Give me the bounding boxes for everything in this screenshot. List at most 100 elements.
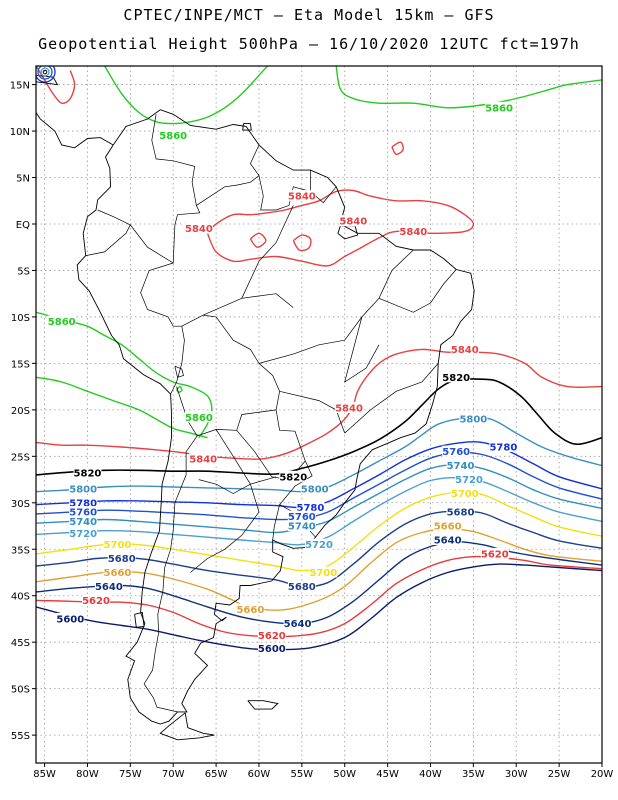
contour-label-bg (489, 441, 518, 453)
contour-label: 5660 (104, 568, 132, 579)
contour-label: 5640 (95, 582, 123, 593)
contour-label-bg (257, 642, 286, 654)
contour-label: 5680 (447, 508, 475, 519)
contour-label-bg (184, 411, 213, 423)
contour-label: 5600 (56, 614, 84, 625)
contour-label: 5760 (288, 512, 316, 523)
contour-label: 5860 (185, 413, 213, 424)
contour-label: 5800 (459, 415, 487, 426)
contour-label: 5700 (104, 540, 132, 551)
contour-label-bg (69, 506, 98, 518)
country-border (241, 205, 294, 299)
contour-5800 (36, 416, 602, 493)
contour-5840 (36, 66, 76, 105)
contour-label-bg (103, 566, 132, 578)
contour-label-bg (450, 487, 479, 499)
country-border (196, 144, 260, 206)
lon-tick-label: 75W (119, 769, 142, 780)
contour-label: 5780 (489, 443, 517, 454)
contour-5860 (175, 385, 183, 393)
lon-tick-label: 50W (333, 769, 356, 780)
contour-label-bg (309, 566, 338, 578)
contour-5740 (36, 464, 602, 534)
contour-label: 5820 (74, 469, 102, 480)
contour-label-bg (56, 612, 85, 624)
trinidad-coast (242, 123, 252, 131)
contour-label-bg (459, 413, 488, 425)
contour-label: 5700 (451, 489, 479, 500)
contour-label-bg (287, 580, 316, 592)
contour-label: 5800 (69, 484, 97, 495)
contour-label-bg (433, 533, 462, 545)
lat-tick-label: 45S (11, 638, 30, 649)
lon-tick-label: 65W (205, 769, 228, 780)
contour-label: 5680 (288, 582, 316, 593)
lon-tick-label: 85W (33, 769, 56, 780)
lat-tick-label: 10N (10, 127, 30, 138)
contour-label: 5720 (305, 540, 333, 551)
contour-5860 (36, 376, 208, 439)
lat-lon-grid (36, 66, 603, 763)
contour-label: 5820 (442, 373, 470, 384)
contour-label-bg (287, 190, 316, 202)
contour-label: 5840 (335, 403, 363, 414)
country-border (258, 170, 311, 211)
contour-label-bg (189, 453, 218, 465)
contour-5600 (36, 563, 602, 651)
country-border (190, 429, 260, 573)
contour-label: 5720 (69, 529, 97, 540)
country-border (344, 316, 380, 383)
contour-label: 5860 (485, 103, 513, 114)
contour-label-bg (69, 496, 98, 508)
contour-label: 5780 (69, 498, 97, 509)
contour-label-bg (69, 515, 98, 527)
contour-label-bg (442, 371, 471, 383)
contour-label-bg (159, 129, 188, 141)
contour-label-bg (446, 506, 475, 518)
contour-label-bg (69, 527, 98, 539)
lon-tick-label: 30W (505, 769, 528, 780)
falkland-coast (247, 700, 279, 710)
country-border (143, 435, 198, 713)
lon-tick-label: 20W (591, 769, 614, 780)
country-border (151, 114, 201, 264)
contour-label: 5780 (297, 503, 325, 514)
contour-label: 5740 (288, 522, 316, 533)
contour-label: 5620 (82, 596, 110, 607)
country-border (203, 293, 294, 316)
tierra-del-fuego-coast (159, 712, 215, 741)
contour-label-bg (184, 222, 213, 234)
contour-label-bg (47, 315, 76, 327)
contour-label: 5740 (447, 461, 475, 472)
contour-label: 5660 (236, 605, 264, 616)
contour-label: 5700 (309, 568, 337, 579)
contour-label: 5800 (301, 484, 329, 495)
title-line-2: Geopotential Height 500hPa – 16/10/2020 … (38, 35, 580, 53)
contour-label: 5640 (284, 619, 312, 630)
contour-label: 5680 (108, 554, 136, 565)
contour-label: 5860 (159, 131, 187, 142)
titicaca-lake (174, 365, 184, 378)
contour-label-bg (335, 401, 364, 413)
contour-label-bg (73, 467, 102, 479)
lat-tick-label: 15N (10, 81, 30, 92)
contour-label-bg (287, 510, 316, 522)
title-line-1: CPTEC/INPE/MCT – Eta Model 15km – GFS (123, 6, 495, 24)
lon-tick-label: 45W (376, 769, 399, 780)
country-border (85, 209, 131, 256)
lat-tick-label: 35S (11, 545, 30, 556)
contour-label: 5720 (455, 475, 483, 486)
cyclone-icon (36, 66, 56, 83)
country-border (130, 224, 185, 395)
contour-label-bg (287, 520, 316, 532)
contour-label-bg (296, 501, 325, 513)
lon-tick-label: 80W (76, 769, 99, 780)
contour-label-bg (107, 552, 136, 564)
country-border (198, 476, 277, 494)
contour-5720 (36, 476, 602, 546)
lat-tick-label: 15S (11, 359, 30, 370)
contour-label-bg (433, 520, 462, 532)
contour-label-bg (450, 343, 479, 355)
contour-5840 (206, 189, 475, 267)
